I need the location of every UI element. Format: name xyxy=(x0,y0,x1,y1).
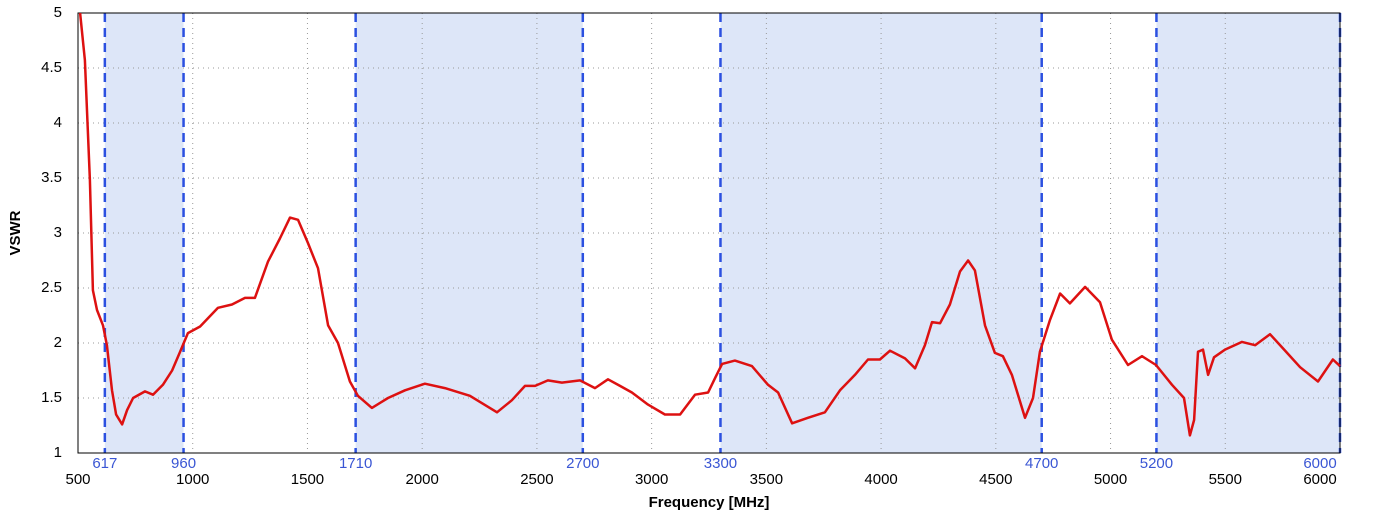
x-axis-title: Frequency [MHz] xyxy=(649,494,770,511)
band xyxy=(104,13,184,453)
x-tick-label: 2500 xyxy=(520,471,553,488)
band-label: 2700 xyxy=(566,455,599,472)
band-label: 6000 xyxy=(1303,455,1336,472)
band-label: 960 xyxy=(171,455,196,472)
y-tick-label: 1.5 xyxy=(41,389,62,406)
plot-frame xyxy=(77,12,1341,454)
y-tick-label: 4.5 xyxy=(41,59,62,76)
data-line xyxy=(78,12,1341,437)
y-tick-label: 2.5 xyxy=(41,279,62,296)
y-axis-title: VSWR xyxy=(7,210,24,255)
y-tick-label: 2 xyxy=(54,334,62,351)
x-tick-label: 4500 xyxy=(979,471,1012,488)
x-tick-label: 6000 xyxy=(1303,471,1336,488)
x-tick-label: 3500 xyxy=(750,471,783,488)
band-label: 4700 xyxy=(1025,455,1058,472)
y-tick-label: 1 xyxy=(54,444,62,461)
x-tick-label: 4000 xyxy=(864,471,897,488)
y-tick-label: 3 xyxy=(54,224,62,241)
x-tick-label: 3000 xyxy=(635,471,668,488)
band-label: 617 xyxy=(92,455,117,472)
y-tick-label: 5 xyxy=(54,4,62,21)
band-label: 3300 xyxy=(704,455,737,472)
x-tick-label: 1500 xyxy=(291,471,324,488)
x-tick-label: 2000 xyxy=(405,471,438,488)
x-tick-label: 5500 xyxy=(1209,471,1242,488)
band-label: 5200 xyxy=(1140,455,1173,472)
x-tick-label: 5000 xyxy=(1094,471,1127,488)
x-tick-label: 1000 xyxy=(176,471,209,488)
x-tick-label: 500 xyxy=(65,471,90,488)
y-tick-label: 4 xyxy=(54,114,62,131)
band-label: 1710 xyxy=(339,455,372,472)
y-tick-label: 3.5 xyxy=(41,169,62,186)
